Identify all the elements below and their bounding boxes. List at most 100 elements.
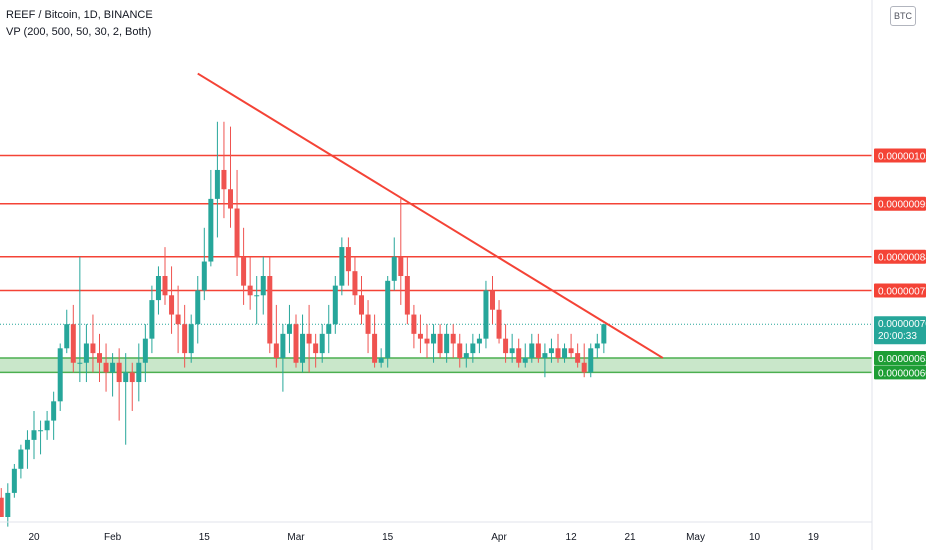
last-price-label-bg (874, 316, 926, 345)
candle-body (457, 343, 463, 358)
candle-body (142, 338, 148, 363)
candle-body (548, 348, 554, 354)
level-price-label: 0.00000084 (878, 253, 931, 264)
time-tick-label: 15 (382, 532, 394, 543)
candle-body (38, 430, 44, 432)
candle-body (162, 276, 168, 296)
time-tick-label: 19 (808, 532, 820, 543)
candle-body (496, 309, 502, 339)
level-price-label: 0.00000095 (878, 200, 931, 211)
trendline[interactable] (197, 72, 664, 359)
candle-body (352, 271, 358, 296)
level-price-label: 0.00000105 (878, 152, 931, 163)
candle-body (568, 348, 574, 354)
candle-body (90, 343, 96, 354)
candle-body (24, 439, 30, 450)
candle-body (365, 314, 371, 334)
symbol-title[interactable]: REEF / Bitcoin, 1D, BINANCE (6, 9, 153, 21)
candle-body (601, 324, 607, 344)
candle-body (77, 362, 83, 364)
candle-body (490, 290, 495, 310)
candle-body (385, 280, 391, 358)
candle-body (588, 348, 594, 373)
countdown-label: 20:00:33 (878, 331, 917, 342)
candle-body (339, 247, 345, 286)
candle-body (378, 357, 384, 363)
candle-body (149, 300, 155, 339)
time-tick-label: 12 (566, 532, 578, 543)
candle-body (332, 285, 338, 325)
candle-body (476, 338, 482, 344)
candle-body (221, 169, 227, 190)
time-tick-label: 20 (28, 532, 40, 543)
candle-body (228, 189, 233, 209)
candle-body (417, 333, 423, 339)
level-price-label-bg (874, 249, 926, 264)
candle-body (326, 324, 332, 334)
time-axis[interactable]: 20 Feb 15 Mar 15 Apr 12 21 May 10 19 (0, 521, 872, 543)
candle-body (450, 333, 456, 344)
zone-top-price-label-bg (874, 350, 926, 365)
support-zone (0, 357, 872, 374)
price-axis[interactable]: 0.000001300.000001200.000001100.00000100… (871, 0, 930, 550)
candle-body (83, 343, 89, 363)
price-labels: 0.00000105 0.00000095 0.00000084 0.00000077… (874, 148, 931, 380)
candle-body (254, 295, 260, 297)
candle-body (594, 343, 600, 349)
candle-body (247, 285, 253, 296)
candle-body (470, 343, 476, 354)
candle-body (116, 362, 122, 383)
candle-body (483, 290, 489, 339)
candle-body (345, 247, 351, 272)
candle-body (529, 343, 535, 358)
candle-body (300, 333, 306, 363)
candle-body (286, 324, 292, 334)
indicator-legend[interactable]: VP (200, 500, 50, 30, 2, Both) (6, 26, 152, 38)
descending-trendline[interactable] (197, 72, 664, 359)
candle-body (175, 314, 181, 325)
time-tick-label: Feb (104, 532, 122, 543)
candle-body (581, 362, 587, 373)
candle-body (51, 401, 57, 421)
candle-body (97, 353, 102, 363)
candle-body (18, 449, 24, 469)
currency-button[interactable]: BTC (890, 6, 916, 26)
candle-body (208, 198, 214, 262)
candle-body (391, 256, 397, 281)
time-tick-label: 15 (199, 532, 211, 543)
candle-body (313, 343, 319, 354)
zone-bottom-price-label-bg (874, 365, 926, 380)
candle-body (0, 497, 4, 517)
zone-bottom-price-label: 0.00000060 (878, 368, 931, 379)
level-price-label-bg (874, 148, 926, 163)
candle-body (372, 333, 378, 363)
candle-body (260, 276, 266, 296)
candle-body (5, 492, 11, 517)
candle-body (70, 324, 76, 363)
candle-body (155, 276, 161, 301)
candle-body (103, 362, 109, 373)
candle-body (169, 295, 175, 315)
candle-body (404, 276, 410, 315)
support-zone-fill (0, 357, 872, 373)
candle-body (359, 295, 364, 315)
candle-body (411, 314, 417, 334)
candle-body (293, 324, 299, 363)
candle-body (234, 208, 240, 257)
time-tick-label: 10 (749, 532, 761, 543)
candle-body (562, 348, 568, 358)
time-tick-label: Apr (491, 532, 507, 543)
candle-body (280, 333, 286, 358)
time-tick-label: May (686, 532, 705, 543)
candle-body (444, 333, 450, 354)
candle-body (241, 256, 247, 286)
zone-top-price-label: 0.00000063 (878, 354, 931, 365)
candles (0, 121, 607, 527)
candle-body (11, 468, 17, 493)
candle-body (306, 333, 312, 344)
last-price-label: 0.00000070 (878, 319, 931, 330)
candle-body (188, 324, 194, 354)
time-tick-label: Mar (287, 532, 305, 543)
